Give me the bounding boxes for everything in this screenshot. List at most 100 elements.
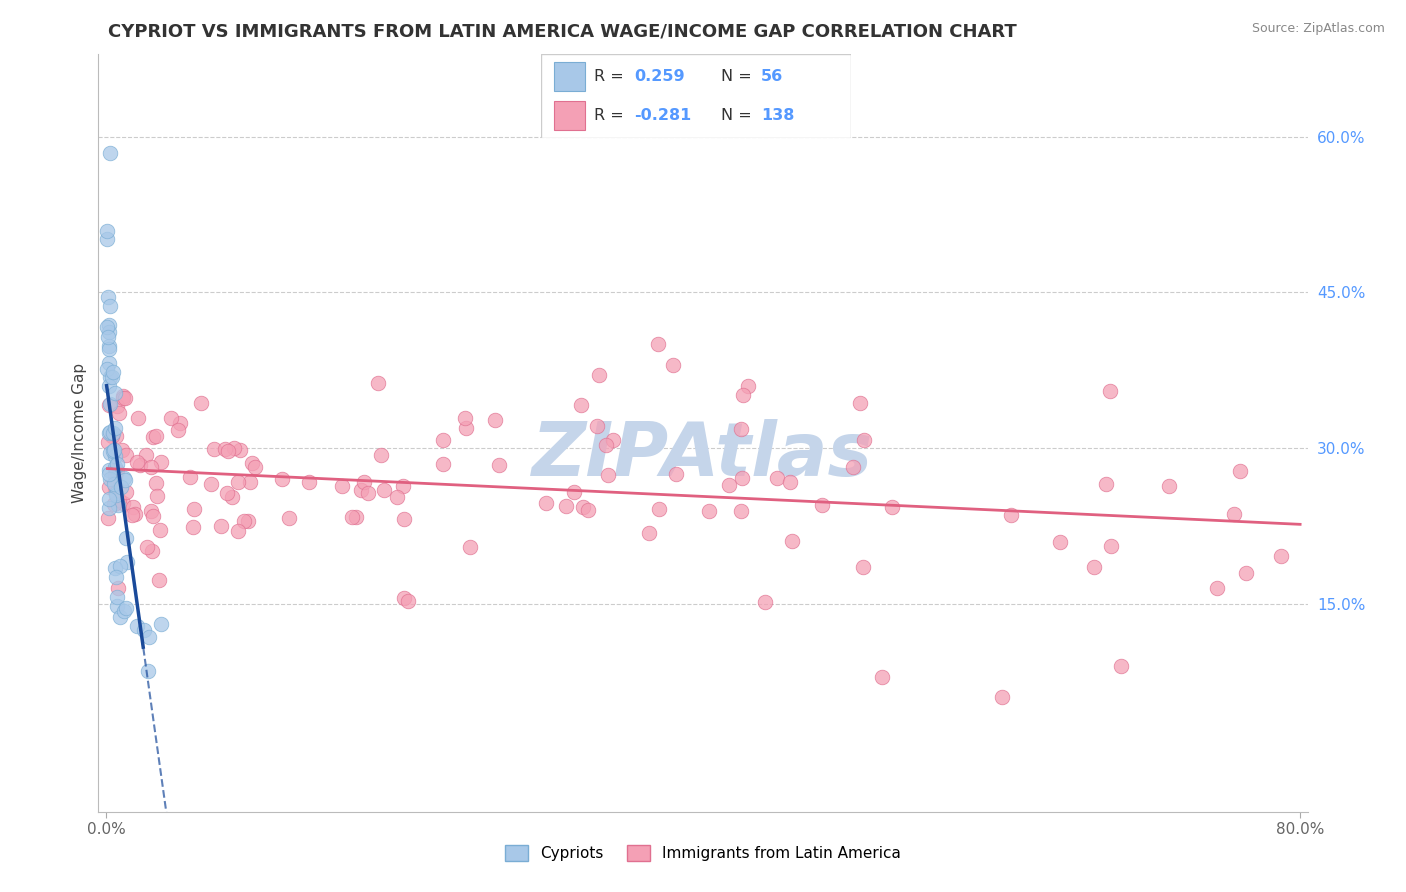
Point xyxy=(111,391,134,405)
Point xyxy=(145,475,167,490)
Point xyxy=(233,514,256,528)
Point xyxy=(127,455,149,469)
Point xyxy=(1109,659,1132,673)
Point xyxy=(585,418,607,433)
Point xyxy=(114,448,136,462)
Point xyxy=(270,472,292,486)
Point xyxy=(98,491,121,506)
Point xyxy=(104,450,127,464)
Text: 56: 56 xyxy=(761,69,783,84)
Point xyxy=(1234,566,1257,581)
Point xyxy=(103,477,125,491)
Point xyxy=(841,460,863,475)
Bar xyxy=(554,62,585,91)
Point xyxy=(385,490,408,504)
Point xyxy=(350,483,373,497)
Point xyxy=(595,438,617,452)
Point xyxy=(278,511,301,525)
Point xyxy=(97,434,120,449)
Point xyxy=(202,442,225,457)
Text: ZIPAtlas: ZIPAtlas xyxy=(533,419,873,491)
Point xyxy=(111,389,134,403)
Point xyxy=(571,500,593,515)
Point xyxy=(104,469,127,483)
Point xyxy=(115,484,138,499)
Point xyxy=(356,486,378,500)
Point xyxy=(731,471,754,485)
Point xyxy=(104,478,127,492)
Point xyxy=(136,540,159,554)
Point xyxy=(169,417,191,431)
Point xyxy=(104,484,127,499)
Point xyxy=(104,421,127,435)
Point xyxy=(149,524,172,538)
Point xyxy=(98,425,121,439)
Point xyxy=(107,406,129,420)
Point xyxy=(990,690,1012,705)
Point xyxy=(101,366,124,380)
Point xyxy=(456,421,478,435)
Point xyxy=(98,425,121,440)
Point xyxy=(200,477,222,491)
Point xyxy=(217,444,239,458)
Point xyxy=(396,593,419,607)
Point xyxy=(98,445,121,459)
Text: CYPRIOT VS IMMIGRANTS FROM LATIN AMERICA WAGE/INCOME GAP CORRELATION CHART: CYPRIOT VS IMMIGRANTS FROM LATIN AMERICA… xyxy=(108,22,1017,40)
Point xyxy=(135,448,157,462)
FancyBboxPatch shape xyxy=(541,54,851,138)
Point xyxy=(596,467,619,482)
Point xyxy=(780,533,803,548)
Point xyxy=(167,423,190,437)
Point xyxy=(139,504,162,518)
Point xyxy=(97,480,120,494)
Point xyxy=(97,330,120,344)
Point xyxy=(222,442,245,456)
Point xyxy=(148,573,170,587)
Point xyxy=(98,500,121,515)
Point xyxy=(665,467,688,481)
Point xyxy=(1083,559,1105,574)
Point xyxy=(104,464,127,478)
Point xyxy=(142,430,165,444)
Point xyxy=(228,475,250,490)
Point xyxy=(112,496,135,510)
Point xyxy=(181,520,204,534)
Point xyxy=(98,342,121,356)
Point xyxy=(373,483,395,497)
Point xyxy=(150,455,173,469)
Point xyxy=(226,524,249,538)
Point xyxy=(340,510,363,524)
Point xyxy=(114,531,136,545)
Point xyxy=(105,599,128,614)
Text: -0.281: -0.281 xyxy=(634,108,692,123)
Point xyxy=(107,492,129,507)
Point xyxy=(849,395,872,409)
Point xyxy=(344,510,367,524)
Point xyxy=(737,379,759,393)
Point xyxy=(217,485,239,500)
Text: N =: N = xyxy=(721,69,756,84)
Point xyxy=(150,616,173,631)
Point xyxy=(139,460,162,475)
Point xyxy=(190,396,212,410)
Point xyxy=(132,624,155,638)
Point xyxy=(96,231,118,245)
Legend: Cypriots, Immigrants from Latin America: Cypriots, Immigrants from Latin America xyxy=(505,845,901,861)
Point xyxy=(105,400,128,414)
Point xyxy=(697,504,720,518)
Text: 0.259: 0.259 xyxy=(634,69,685,84)
Point xyxy=(484,412,506,426)
Point xyxy=(730,504,752,518)
Point xyxy=(124,508,146,522)
Point xyxy=(103,497,125,511)
Point xyxy=(104,463,127,477)
Point xyxy=(811,498,834,512)
Point xyxy=(104,429,127,443)
Point xyxy=(121,500,143,514)
Point xyxy=(96,224,118,238)
Point xyxy=(96,362,118,376)
Point xyxy=(107,581,129,595)
Point xyxy=(104,561,127,575)
Point xyxy=(114,391,136,405)
Point xyxy=(112,604,135,618)
